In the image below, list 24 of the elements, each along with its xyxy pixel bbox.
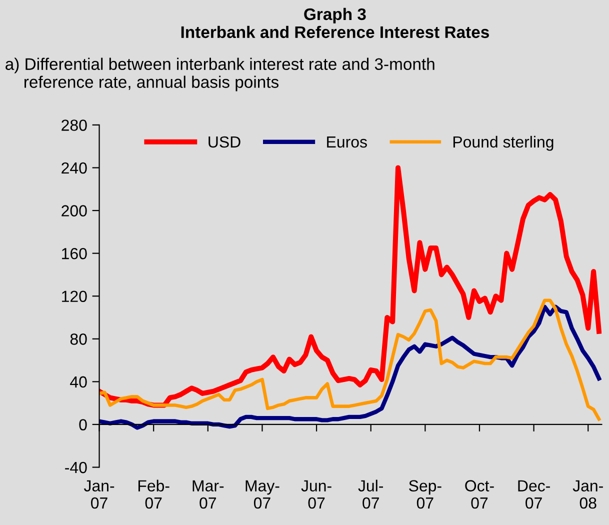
- x-tick-label: Dec- 07: [518, 480, 550, 509]
- y-tick-label: 40: [70, 376, 87, 388]
- legend-label: Euros: [327, 136, 367, 148]
- y-tick-label: 240: [62, 162, 87, 174]
- legend-label: Pound sterling: [453, 136, 554, 151]
- legend-label: USD: [208, 136, 240, 148]
- x-tick-label: Jul- 07: [358, 480, 384, 509]
- y-tick-label: 120: [62, 290, 87, 302]
- chart-subtitle: a) Differential between interbank interest rate and 3-month reference rate, annual basis points: [6, 58, 434, 92]
- x-tick-label: Jun- 07: [301, 480, 332, 509]
- x-tick-label: May- 07: [246, 480, 280, 509]
- y-tick-label: 160: [62, 248, 87, 260]
- chart-title: Graph 3 Interbank and Reference Interest Rates: [181, 8, 489, 38]
- x-tick-label: Oct- 07: [465, 480, 494, 509]
- y-tick-label: 0: [79, 419, 87, 430]
- y-tick-label: 80: [70, 334, 87, 345]
- y-tick-label: 200: [62, 205, 87, 216]
- x-tick-label: Jan- 07: [84, 480, 114, 509]
- x-tick-label: Jan- 08: [572, 480, 603, 509]
- y-tick-label: 280: [62, 120, 87, 131]
- x-tick-label: Mar- 07: [192, 480, 224, 509]
- y-tick-label: -40: [65, 462, 87, 474]
- x-tick-label: Feb- 07: [138, 480, 170, 509]
- x-tick-label: Sep- 07: [409, 480, 442, 509]
